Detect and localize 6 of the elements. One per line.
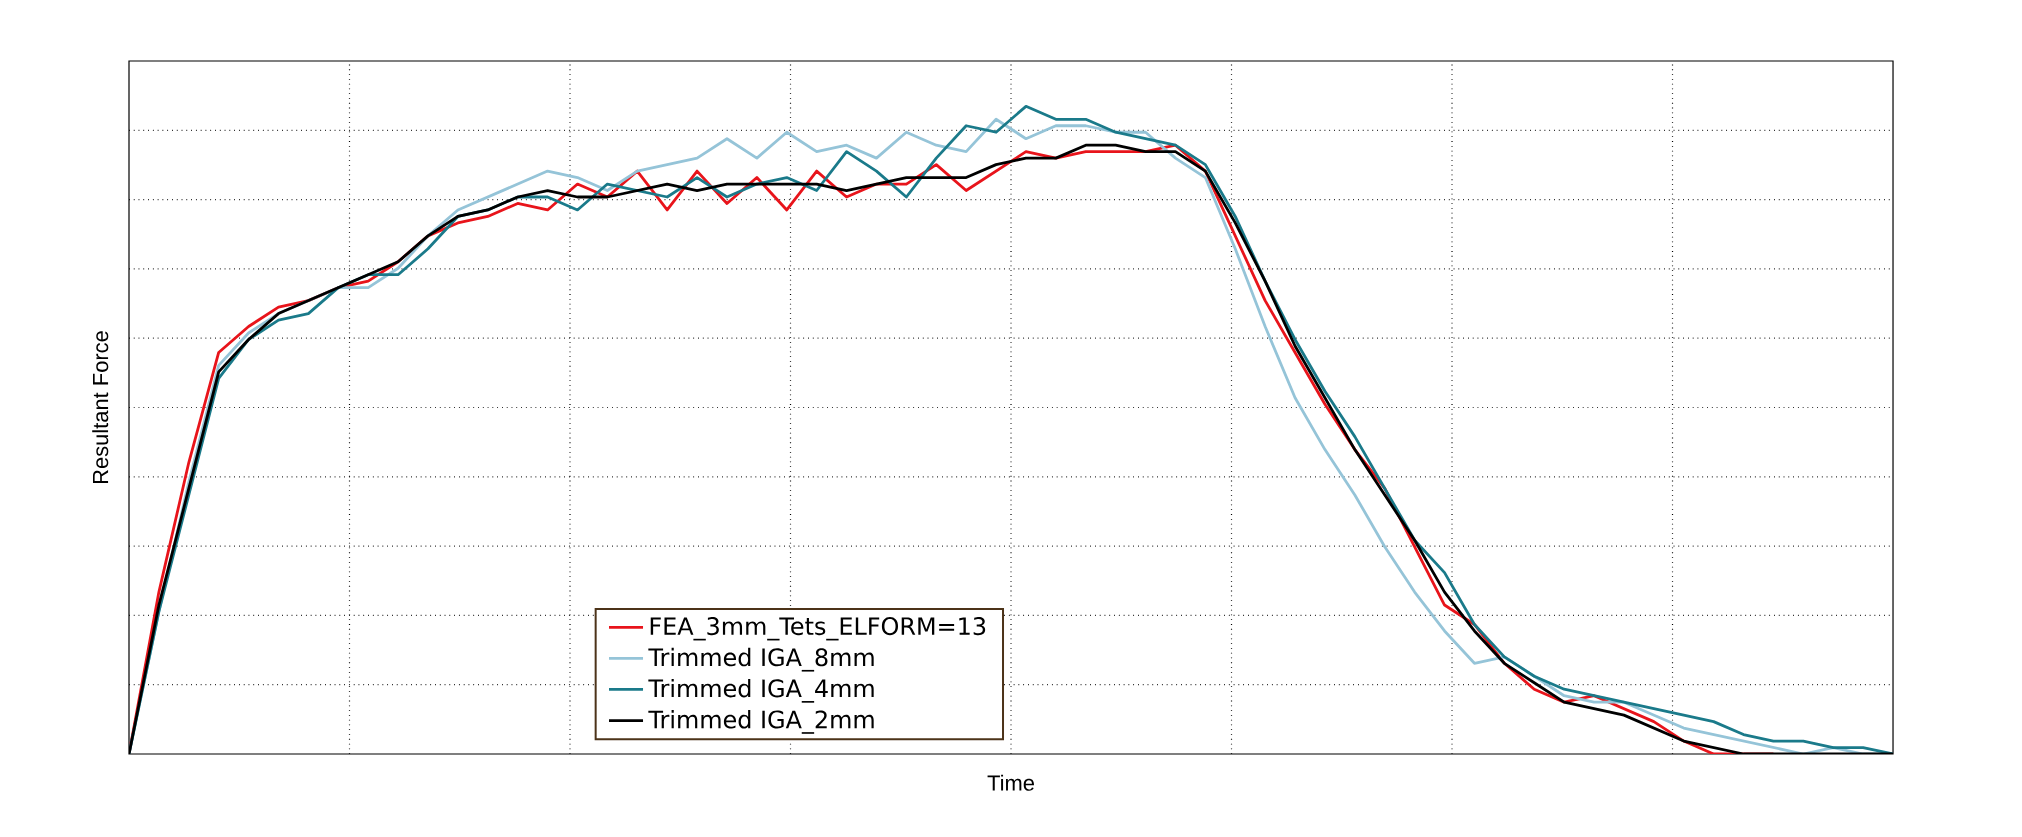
legend-label: Trimmed IGA_2mm (648, 710, 874, 734)
legend-label: Trimmed IGA_8mm (648, 647, 874, 672)
legend-label: FEA_3mm_Tets_ELFORM=13 (650, 617, 986, 641)
x-axis-title: Time (987, 774, 1034, 791)
legend-label: Trimmed IGA_4mm (648, 678, 874, 703)
y-axis-title: Resultant Force (92, 331, 109, 484)
